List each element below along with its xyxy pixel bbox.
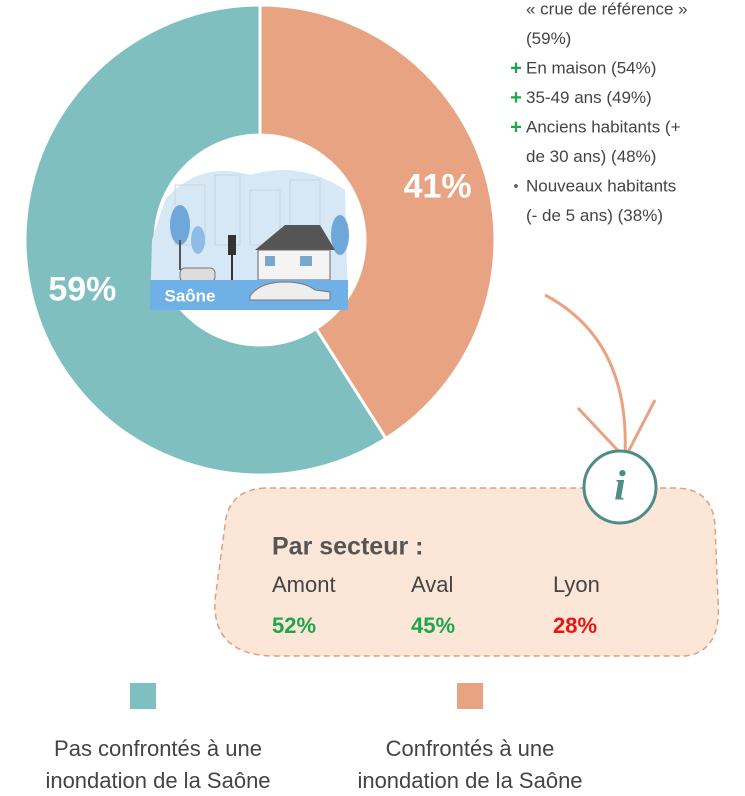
note-text: En maison (54%) [526,58,656,77]
image-label: Saône [164,286,215,305]
sector-name: Amont [272,572,336,597]
value-label: 41% [404,167,472,205]
note-marker: + [510,116,522,138]
illustration: Saône [150,170,349,310]
legend-label: Pas confrontés à une inondation de la Sa… [45,736,271,793]
arrow [544,293,627,456]
note-text: « crue de référence » [526,0,688,18]
note-marker: + [510,87,522,109]
note-text: Nouveaux habitants [526,176,676,195]
info-box [214,487,720,657]
legend-swatch [457,683,483,709]
legend-label: Confrontés à une inondation de la Saône [357,736,583,793]
arrow-head [576,399,657,461]
info-icon [582,449,658,525]
value-label: 59% [48,271,116,309]
info-title: Par secteur : [272,533,423,561]
sector-value: 52% [272,613,316,638]
sector-name: Aval [411,572,453,597]
note-text: de 30 ans) (48%) [526,147,656,166]
info-icon-text: i [614,464,626,510]
legend-swatch [130,683,156,709]
note-text: (- de 5 ans) (38%) [526,206,663,225]
note-text: 35-49 ans (49%) [526,88,652,107]
note-marker: • [514,178,519,194]
note-text: Anciens habitants (+ [526,117,681,136]
sector-value: 45% [411,613,455,638]
donut-segment [258,3,497,441]
sector-value: 28% [553,613,597,638]
note-marker: + [510,57,522,79]
sector-name: Lyon [553,572,600,597]
note-text: (59%) [526,29,571,48]
